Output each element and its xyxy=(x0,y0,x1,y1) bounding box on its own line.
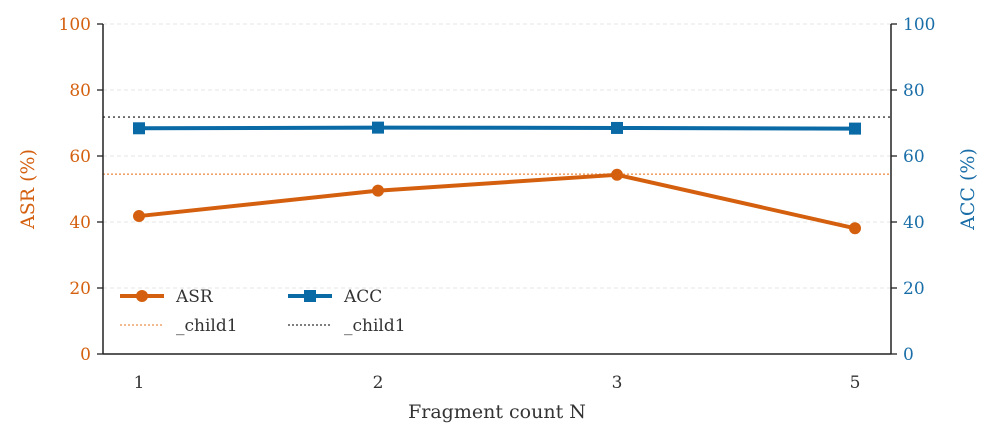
y-tick-label-left: 80 xyxy=(69,81,91,101)
y-tick-label-right: 100 xyxy=(903,15,935,35)
legend: ASR ACC _child1 _child1 xyxy=(120,287,406,336)
series-line-acc xyxy=(137,125,857,131)
y-tick-label-right: 40 xyxy=(903,213,925,233)
y-tick-label-left: 20 xyxy=(69,279,91,299)
y-tick-label-left: 60 xyxy=(69,147,91,167)
data-point-asr xyxy=(611,168,623,181)
data-point-acc xyxy=(133,122,145,135)
data-point-acc xyxy=(611,121,623,134)
legend-marker-asr xyxy=(136,290,148,302)
y-axis-label-left: ASR (%) xyxy=(17,149,39,230)
legend-label-reference: _child1 xyxy=(176,316,238,336)
x-tick-label: 1 xyxy=(134,373,145,393)
y-tick-label-right: 20 xyxy=(903,279,925,299)
x-tick-label: 3 xyxy=(612,373,623,393)
reference-lines xyxy=(103,116,891,175)
y-tick-label-left: 0 xyxy=(80,345,91,365)
x-axis-label: Fragment count N xyxy=(408,401,586,423)
series-layer xyxy=(133,121,861,235)
axes: 0 20 40 60 80 100 0 20 40 60 80 100 1 2 3 5 xyxy=(59,15,936,393)
y-tick-label-right: 60 xyxy=(903,147,925,167)
y-tick-label-left: 40 xyxy=(69,213,91,233)
data-point-acc xyxy=(849,122,861,135)
legend-label-reference: _child1 xyxy=(344,316,406,336)
legend-label-acc: ACC xyxy=(343,287,382,307)
grid-lines xyxy=(103,23,891,355)
data-point-asr xyxy=(133,210,145,223)
series-line-asr xyxy=(137,172,857,231)
x-tick-label: 5 xyxy=(850,373,861,393)
y-tick-label-left: 100 xyxy=(59,15,91,35)
y-axis-label-right: ACC (%) xyxy=(957,148,979,231)
legend-marker-acc xyxy=(304,290,316,302)
data-point-acc xyxy=(372,121,384,134)
data-point-asr xyxy=(372,184,384,197)
data-point-asr xyxy=(849,222,861,235)
y-tick-label-right: 0 xyxy=(903,345,914,365)
y-tick-label-right: 80 xyxy=(903,81,925,101)
legend-label-asr: ASR xyxy=(175,287,214,307)
x-tick-label: 2 xyxy=(373,373,384,393)
